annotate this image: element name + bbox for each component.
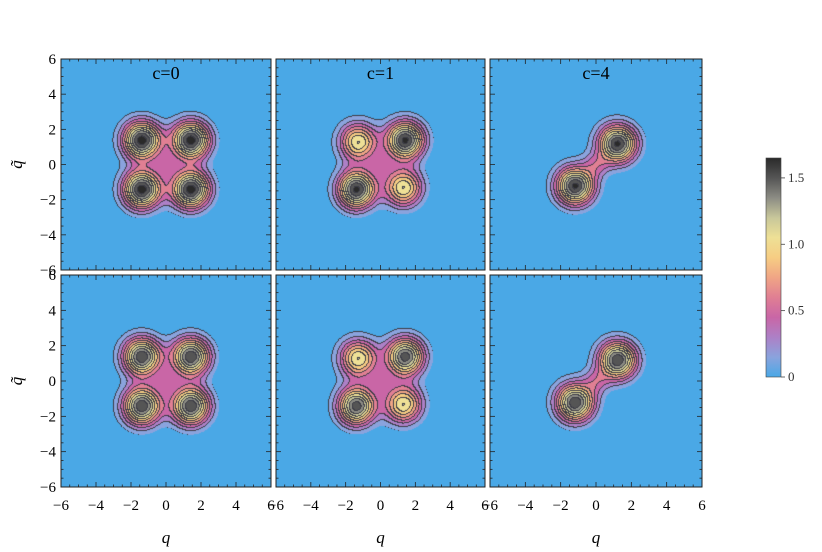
panel-ticks <box>275 58 486 271</box>
y-tick-label: −2 <box>40 409 56 425</box>
contour-panel-r1-c3: c=4 <box>489 58 703 271</box>
x-tick-label: −4 <box>303 498 319 514</box>
contour-panel-r1-c2: c=1 <box>275 58 486 271</box>
y-tick-label: 4 <box>49 303 57 319</box>
colorbar-tick-label: 1.0 <box>788 236 804 251</box>
y-tick-label: −2 <box>40 193 56 209</box>
y-tick-label: −6 <box>40 263 56 279</box>
x-tick-label: −6 <box>53 498 69 514</box>
contour-fill <box>61 275 271 487</box>
x-axis-label: q <box>162 528 171 547</box>
x-tick-label: 6 <box>481 498 489 514</box>
x-tick-label: −4 <box>88 498 104 514</box>
x-tick-label: 4 <box>663 498 671 514</box>
colorbar-tick-label: 0.5 <box>788 303 804 318</box>
contour-fill <box>61 59 271 270</box>
panel-title: c=0 <box>152 63 179 83</box>
x-tick-label: −4 <box>517 498 533 514</box>
panel-ticks <box>60 58 272 271</box>
panel-ticks <box>489 274 703 488</box>
x-tick-label: 6 <box>698 498 706 514</box>
panel-ticks <box>275 274 486 488</box>
x-tick-label: −6 <box>482 498 498 514</box>
contour-fill <box>276 275 485 487</box>
contour-panel-r2-c2 <box>275 274 486 488</box>
x-tick-label: −2 <box>553 498 569 514</box>
contour-panel-r2-c1 <box>60 274 272 488</box>
y-tick-label: −4 <box>40 228 56 244</box>
x-axis-label: q <box>376 528 385 547</box>
colorbar: 0 0.5 1.0 1.5 <box>765 157 804 384</box>
panel-title: c=1 <box>367 63 394 83</box>
x-tick-label: 0 <box>592 498 600 514</box>
y-tick-label: 2 <box>49 122 57 138</box>
contour-fill <box>490 59 702 270</box>
y-axis-labels: −6 −4 −2 0 2 4 6 q̃ −6 −4 −2 0 2 4 6 q̃ <box>7 52 57 496</box>
contour-fill <box>276 59 485 270</box>
x-tick-label: 2 <box>197 498 205 514</box>
panel-title: c=4 <box>582 63 609 83</box>
x-tick-label: 6 <box>267 498 275 514</box>
y-tick-label: −6 <box>40 480 56 496</box>
colorbar-tick-label: 0 <box>788 369 795 384</box>
x-tick-label: −2 <box>123 498 139 514</box>
x-tick-label: 4 <box>446 498 454 514</box>
x-axis-labels: −6 −4 −2 0 2 4 6 q −6 −4 −2 0 2 4 6 q −6 −4 −2 0 2 4 6 q <box>53 498 706 547</box>
y-tick-label: 0 <box>49 374 57 390</box>
x-tick-label: 0 <box>162 498 170 514</box>
contour-fill <box>490 275 702 487</box>
colorbar-tick-label: 1.5 <box>788 170 804 185</box>
y-tick-label: 2 <box>49 339 57 355</box>
y-tick-label: 6 <box>49 268 57 284</box>
x-tick-label: −2 <box>338 498 354 514</box>
panel-grid: c=0 c=1 c=4 <box>60 58 703 488</box>
x-tick-label: 2 <box>628 498 636 514</box>
x-tick-label: 2 <box>412 498 420 514</box>
x-tick-label: −6 <box>268 498 284 514</box>
y-tick-label: 0 <box>49 158 57 174</box>
panel-ticks <box>489 58 703 271</box>
x-axis-label: q <box>592 528 601 547</box>
panel-ticks <box>60 274 272 488</box>
y-tick-label: 6 <box>49 52 57 68</box>
x-tick-label: 0 <box>377 498 385 514</box>
contour-panel-r2-c3 <box>489 274 703 488</box>
contour-panel-r1-c1: c=0 <box>60 58 272 271</box>
colorbar-gradient <box>765 157 782 378</box>
y-axis-label: q̃ <box>7 376 26 385</box>
y-tick-label: −4 <box>40 445 56 461</box>
x-tick-label: 4 <box>232 498 240 514</box>
y-tick-label: 4 <box>49 87 57 103</box>
y-axis-label: q̃ <box>7 160 26 169</box>
